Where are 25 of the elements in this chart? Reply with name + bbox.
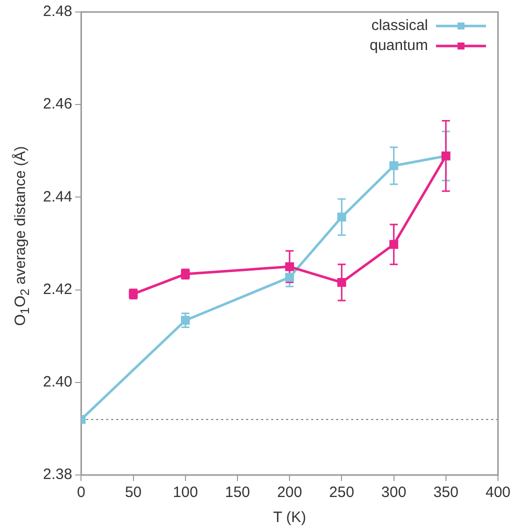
y-tick-label: 2.46 bbox=[42, 96, 72, 113]
x-tick-label: 300 bbox=[381, 484, 406, 502]
point bbox=[337, 278, 346, 287]
y-tick-label: 2.42 bbox=[42, 280, 72, 298]
x-tick-label: 150 bbox=[224, 484, 250, 502]
point bbox=[389, 161, 398, 170]
x-tick-label: 100 bbox=[172, 484, 198, 502]
y-tick-label: 2.40 bbox=[42, 374, 72, 391]
point bbox=[285, 272, 294, 282]
point bbox=[389, 240, 398, 249]
y-tick-label: 2.44 bbox=[42, 188, 72, 206]
x-tick-label: 0 bbox=[77, 484, 86, 502]
x-tick-label: 200 bbox=[277, 484, 302, 502]
legend-label: quantum bbox=[370, 37, 428, 54]
x-tick-label: 50 bbox=[124, 484, 142, 502]
point bbox=[337, 212, 346, 222]
y-tick-label: 2.38 bbox=[42, 466, 72, 484]
x-tick-label: 250 bbox=[329, 484, 354, 502]
y-tick-label: 2.48 bbox=[42, 3, 72, 20]
legend-label: classical bbox=[371, 17, 428, 34]
x-tick-label: 350 bbox=[433, 484, 458, 502]
x-tick-label: 400 bbox=[485, 484, 511, 502]
point bbox=[285, 262, 294, 272]
point bbox=[180, 316, 190, 325]
x-axis-title: T (K) bbox=[273, 509, 306, 526]
